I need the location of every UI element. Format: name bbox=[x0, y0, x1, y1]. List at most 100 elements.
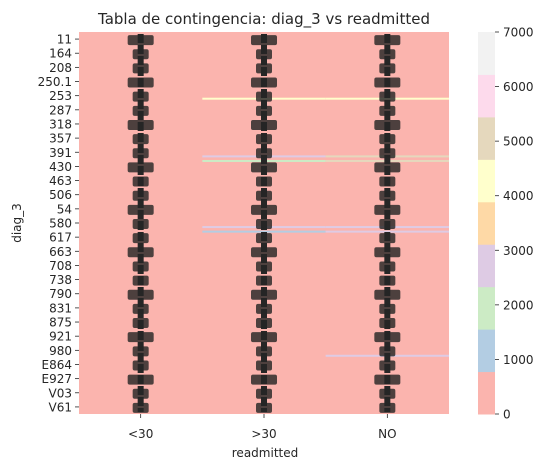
y-tick-label: 875 bbox=[49, 316, 72, 330]
y-tick-label: 708 bbox=[49, 259, 72, 273]
y-tick-label: 663 bbox=[49, 245, 72, 259]
colorbar-band bbox=[478, 117, 495, 160]
y-tick-label: 250.1 bbox=[38, 75, 72, 89]
colorbar-band bbox=[478, 202, 495, 245]
annotation-blob bbox=[133, 276, 149, 286]
annotation-blob bbox=[256, 219, 272, 229]
colorbar-band bbox=[478, 32, 495, 75]
colorbar-tick-label: 4000 bbox=[503, 189, 534, 203]
x-tick-label: >30 bbox=[251, 427, 276, 441]
annotation-blob bbox=[133, 63, 149, 73]
annotation-blob bbox=[256, 233, 272, 243]
annotation-blob bbox=[133, 191, 149, 201]
y-tick-label: 831 bbox=[49, 301, 72, 315]
annotation-blob bbox=[374, 205, 400, 215]
colorbar-band bbox=[478, 287, 495, 330]
y-tick-label: 164 bbox=[49, 47, 72, 61]
annotation-blob bbox=[133, 233, 149, 243]
y-tick-label: 430 bbox=[49, 160, 72, 174]
annotation-blob bbox=[256, 318, 272, 328]
annotation-blob bbox=[128, 290, 154, 300]
annotation-blob bbox=[374, 78, 400, 88]
annotation-blob bbox=[133, 134, 149, 144]
annotation-blob bbox=[374, 120, 400, 130]
y-tick-label: 617 bbox=[49, 231, 72, 245]
chart-title: Tabla de contingencia: diag_3 vs readmit… bbox=[97, 10, 430, 29]
annotation-blob bbox=[256, 276, 272, 286]
annotation-blob bbox=[379, 219, 395, 229]
annotation-blob bbox=[133, 304, 149, 314]
annotation-blob bbox=[379, 106, 395, 116]
annotation-blob bbox=[379, 389, 395, 399]
y-tick-label: 287 bbox=[49, 103, 72, 117]
annotation-blob bbox=[133, 219, 149, 229]
annotation-blob bbox=[379, 304, 395, 314]
y-tick-label: 921 bbox=[49, 330, 72, 344]
x-axis-ticks: <30 >30 NO bbox=[128, 414, 397, 441]
annotation-blob bbox=[133, 318, 149, 328]
annotation-blob bbox=[379, 360, 395, 370]
colorbar-band bbox=[478, 159, 495, 202]
y-tick-label: 357 bbox=[49, 132, 72, 146]
y-tick-label: 738 bbox=[49, 273, 72, 287]
colorbar-band bbox=[478, 74, 495, 117]
annotation-blob bbox=[256, 346, 272, 356]
y-tick-label: 790 bbox=[49, 287, 72, 301]
annotation-blob bbox=[256, 389, 272, 399]
annotation-blob bbox=[256, 134, 272, 144]
y-tick-label: V03 bbox=[49, 386, 72, 400]
annotation-blob bbox=[256, 177, 272, 187]
annotation-blob bbox=[128, 162, 154, 172]
colorbar-tick-label: 2000 bbox=[503, 298, 534, 312]
colorbar-tick-label: 6000 bbox=[503, 80, 534, 94]
y-tick-label: 54 bbox=[57, 202, 72, 216]
annotation-blob bbox=[256, 63, 272, 73]
annotation-blob bbox=[251, 35, 277, 45]
annotation-blob bbox=[133, 49, 149, 59]
annotation-blob bbox=[133, 92, 149, 102]
annotation-blob bbox=[251, 375, 277, 385]
annotation-blob bbox=[374, 162, 400, 172]
x-tick-label: <30 bbox=[128, 427, 153, 441]
annotation-blob bbox=[379, 177, 395, 187]
colorbar-tick-label: 0 bbox=[503, 408, 511, 422]
annotation-blob bbox=[374, 35, 400, 45]
y-tick-label: 580 bbox=[49, 217, 72, 231]
y-tick-label: 980 bbox=[49, 344, 72, 358]
annotation-blob bbox=[379, 92, 395, 102]
annotation-blob bbox=[251, 120, 277, 130]
annotation-blob bbox=[133, 148, 149, 158]
y-tick-label: 318 bbox=[49, 117, 72, 131]
annotation-blob bbox=[374, 290, 400, 300]
annotation-blob bbox=[256, 49, 272, 59]
y-axis-ticks: 11164208250.1253287318357391430463506545… bbox=[38, 33, 79, 415]
annotation-blob bbox=[251, 332, 277, 342]
annotation-blob bbox=[128, 78, 154, 88]
annotation-blob bbox=[374, 247, 400, 257]
annotation-blob bbox=[379, 233, 395, 243]
annotation-blob bbox=[256, 304, 272, 314]
y-tick-label: 506 bbox=[49, 188, 72, 202]
annotation-blob bbox=[256, 360, 272, 370]
colorbar-band bbox=[478, 244, 495, 287]
annotation-blob bbox=[133, 403, 149, 413]
y-axis-label: diag_3 bbox=[10, 203, 24, 243]
annotation-blob bbox=[133, 106, 149, 116]
colorbar-band bbox=[478, 329, 495, 372]
annotation-blob bbox=[251, 290, 277, 300]
y-tick-label: 11 bbox=[57, 33, 72, 47]
annotation-blob bbox=[374, 332, 400, 342]
annotation-blob bbox=[379, 134, 395, 144]
annotation-blob bbox=[128, 247, 154, 257]
annotation-blob bbox=[128, 35, 154, 45]
annotation-blob bbox=[374, 375, 400, 385]
colorbar-tick-label: 3000 bbox=[503, 244, 534, 258]
annotation-blob bbox=[128, 120, 154, 130]
annotation-blob bbox=[379, 276, 395, 286]
annotation-blob bbox=[128, 332, 154, 342]
annotation-blob bbox=[379, 346, 395, 356]
annotation-blob bbox=[256, 148, 272, 158]
annotation-blob bbox=[256, 106, 272, 116]
x-tick-label: NO bbox=[378, 427, 396, 441]
